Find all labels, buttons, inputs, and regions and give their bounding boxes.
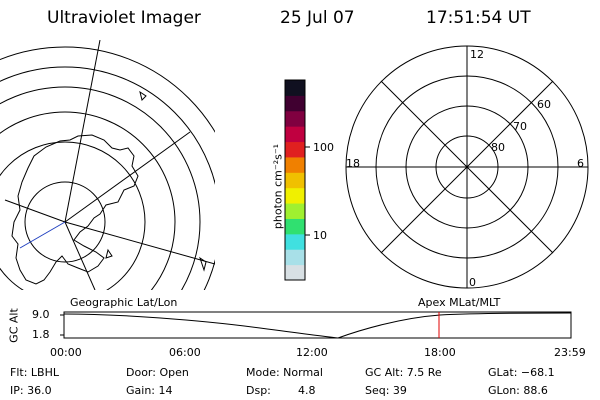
colorbar-frame [284,79,306,281]
lat-circle [0,141,146,290]
colorbar-tick-10: 10 [313,229,327,242]
colorbar [284,79,310,281]
dsp-info: Dsp: [246,384,271,397]
colorbar-cell [285,156,305,173]
colorbar-cell [285,187,305,204]
lat-circle [0,66,215,290]
lat-circle [0,86,201,290]
mlat-label-70: 70 [513,120,527,133]
lat-circle [0,46,215,133]
glon-info: GLon: 88.6 [488,384,548,397]
date-label: 25 Jul 07 [280,8,355,28]
coastline-island [105,248,113,259]
mlt-label-0: 0 [469,276,476,289]
polar-diagonal [380,80,554,254]
instrument-title: Ultraviolet Imager [47,8,201,28]
mlat-label-60: 60 [537,98,551,111]
colorbar-cell [285,141,305,158]
timeline-xtick-0600: 06:00 [169,346,201,359]
timeline-xtick-1800: 18:00 [424,346,456,359]
colorbar-cell [285,203,305,219]
colorbar-cell [285,95,305,112]
meridian-line [64,131,191,223]
colorbar-cell [285,126,305,143]
gc-alt-info: GC Alt: 7.5 Re [365,366,442,379]
lat-circle [0,111,176,290]
coastline-island [139,90,147,101]
polar-plot [345,45,589,289]
altitude-curve [63,312,572,339]
mlt-label-18: 18 [346,157,360,170]
colorbar-cell [285,233,305,250]
coastline [11,134,139,285]
coastline-island [199,256,207,272]
time-label: 17:51:54 UT [426,8,531,28]
mlt-label-6: 6 [577,157,584,170]
colorbar-cell [285,249,305,266]
gain-info: Gain: 14 [126,384,173,397]
geographic-caption: Geographic Lat/Lon [70,296,178,309]
timeline-ytick-1: 1.8 [32,328,50,341]
colorbar-cell [285,264,305,281]
timeline-ytick-9: 9.0 [32,308,50,321]
meridian-blue [19,221,66,249]
colorbar-cell [285,172,305,189]
seq-info: Seq: 39 [365,384,407,397]
colorbar-unit-label: photon cm⁻²s⁻¹ [271,143,285,230]
timeline-ylabel: GC Alt [7,308,21,343]
timeline-xtick-2359: 23:59 [554,346,586,359]
colorbar-tick-100: 100 [313,141,334,154]
meridian-line [64,221,215,265]
colorbar-cell [285,110,305,127]
door-info: Door: Open [126,366,189,379]
apex-caption: Apex MLat/MLT [418,296,501,309]
lat-circle [24,181,106,263]
timeline-xtick-1200: 12:00 [296,346,328,359]
mlat-label-80: 80 [491,141,505,154]
dsp-value: 4.8 [298,384,316,397]
colorbar-cell [285,218,305,235]
meridian-line [4,199,66,223]
mlt-label-12: 12 [470,48,484,61]
timeline-panel [60,311,572,339]
colorbar-cell [285,80,305,96]
ip-info: IP: 36.0 [10,384,52,397]
geographic-map [0,40,215,290]
meridian-line [64,40,101,223]
glat-info: GLat: −68.1 [488,366,555,379]
timeline-xtick-0000: 00:00 [50,346,82,359]
mode-info: Mode: Normal [246,366,323,379]
filter-info: Flt: LBHL [10,366,59,379]
meridian-line [64,221,96,290]
timeline-frame [63,311,572,339]
